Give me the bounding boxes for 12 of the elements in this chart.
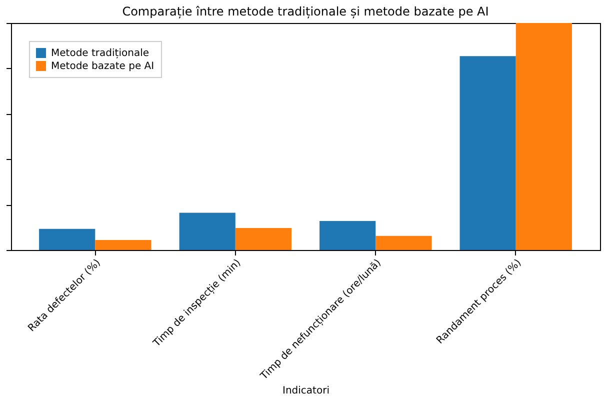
legend-label: Metode bazate pe AI bbox=[51, 61, 154, 72]
bar bbox=[320, 220, 376, 250]
bar bbox=[235, 228, 292, 250]
chart-title: Comparație între metode tradiționale și metode bazate pe AI bbox=[122, 4, 489, 18]
bar bbox=[376, 236, 432, 250]
bar bbox=[95, 240, 152, 250]
legend-label: Metode tradiționale bbox=[51, 48, 149, 59]
bar bbox=[39, 228, 96, 250]
bar bbox=[460, 56, 516, 250]
bar bbox=[516, 23, 572, 250]
bar bbox=[179, 212, 236, 250]
x-axis-title: Indicatori bbox=[282, 385, 330, 396]
